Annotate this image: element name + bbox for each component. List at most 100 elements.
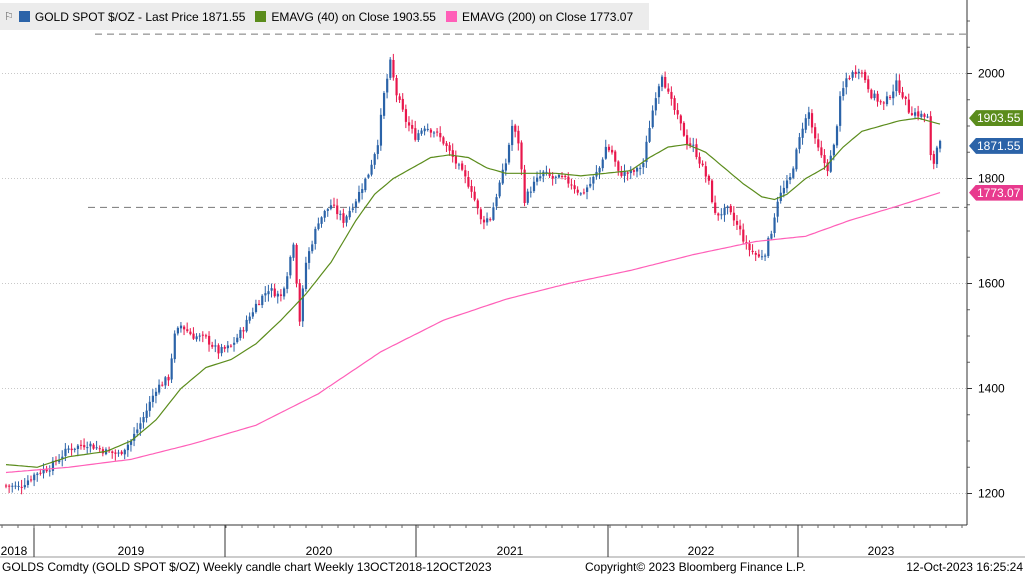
candle-body — [670, 91, 673, 99]
legend-item-ema40[interactable]: EMAVG (40) on Close 1903.55 — [255, 10, 436, 24]
candle-body — [123, 449, 126, 455]
candle-body — [423, 128, 426, 132]
candle-body — [648, 127, 651, 142]
candle-body — [201, 334, 204, 336]
candle-body — [304, 262, 308, 290]
candle-body — [457, 164, 461, 166]
candle-body — [901, 92, 904, 98]
candle-body — [582, 192, 586, 194]
candle-body — [192, 333, 195, 339]
candle-body — [117, 452, 120, 454]
candle-body — [111, 451, 114, 453]
legend-item-gold-spot[interactable]: GOLD SPOT $/OZ - Last Price 1871.55 — [18, 10, 245, 24]
candle-body — [767, 238, 770, 256]
candle-body — [314, 228, 317, 244]
candle-body — [676, 110, 679, 115]
candle-body — [145, 410, 148, 418]
candle-body — [482, 219, 486, 223]
candle-body — [501, 169, 504, 184]
candle-body — [239, 329, 242, 339]
candle-body — [842, 88, 845, 97]
candle-body — [682, 122, 686, 136]
candle-body — [370, 164, 373, 175]
candle-body — [489, 219, 492, 221]
candle-body — [810, 113, 814, 128]
candle-body — [895, 80, 898, 92]
candle-body — [392, 59, 395, 78]
candle-body — [29, 479, 33, 481]
candle-body — [14, 485, 17, 487]
candle-body — [186, 329, 189, 332]
candle-body — [698, 156, 701, 164]
candle-body — [492, 207, 495, 220]
candle-body — [935, 147, 939, 165]
candle-body — [245, 319, 248, 332]
candle-body — [148, 401, 151, 411]
candle-body — [664, 76, 667, 88]
candle-body — [345, 216, 348, 223]
candle-body — [564, 175, 567, 177]
candle-body — [495, 197, 498, 207]
candle-body — [639, 167, 642, 169]
candle-body — [910, 113, 914, 116]
candle-body — [236, 337, 239, 343]
legend-item-ema200[interactable]: EMAVG (200) on Close 1773.07 — [445, 10, 633, 24]
candle-body — [707, 175, 711, 181]
candle-body — [442, 137, 445, 144]
candle-body — [864, 71, 867, 81]
candle-body — [264, 293, 267, 296]
candle-body — [536, 177, 539, 182]
candle-body — [757, 254, 761, 257]
candle-body — [642, 162, 645, 168]
candle-body — [445, 143, 448, 146]
candle-body — [142, 417, 145, 423]
flag-icon[interactable]: ⚐ — [4, 11, 14, 23]
candle-body — [923, 114, 926, 117]
candle-body — [467, 177, 470, 187]
chart-footer: GOLDS Comdty (GOLD SPOT $/OZ) Weekly can… — [0, 560, 1025, 577]
y-tick-label: 1200 — [978, 487, 1005, 501]
candle-body — [526, 191, 529, 203]
candle-body — [454, 156, 458, 164]
candle-body — [267, 291, 270, 295]
candle-body — [532, 181, 536, 192]
candle-body — [226, 345, 229, 349]
legend-swatch — [18, 11, 30, 22]
candle-body — [523, 169, 526, 203]
candle-body — [817, 139, 820, 148]
candle-body — [283, 288, 286, 297]
candle-body — [798, 137, 801, 150]
candle-body — [357, 191, 361, 202]
y-tick-label: 1800 — [978, 172, 1005, 186]
candle-body — [439, 132, 442, 138]
candle-body — [295, 244, 298, 284]
candle-body — [835, 126, 839, 146]
candle-body — [832, 144, 835, 156]
candle-body — [23, 485, 26, 488]
candle-body — [539, 176, 542, 179]
candle-body — [382, 92, 386, 116]
candle-body — [782, 187, 786, 194]
candle-body — [820, 147, 823, 156]
candle-body — [486, 218, 489, 223]
candle-body — [289, 257, 292, 276]
candle-body — [133, 433, 136, 441]
x-tick-label: 2019 — [118, 544, 145, 558]
candle-body — [839, 96, 842, 126]
candle-body — [717, 213, 720, 216]
candle-body — [139, 423, 142, 430]
candle-body — [95, 447, 98, 449]
candle-body — [823, 155, 826, 164]
candle-body — [64, 448, 67, 456]
x-tick-label: 2021 — [497, 544, 524, 558]
candle-body — [73, 448, 76, 450]
candle-body — [479, 209, 483, 220]
candle-body — [476, 200, 479, 209]
candle-body — [164, 377, 167, 386]
candle-body — [248, 316, 251, 321]
moving-average-lines — [5, 117, 941, 474]
reference-lines — [88, 33, 967, 208]
candle-body — [623, 171, 626, 176]
candle-body — [586, 187, 589, 192]
candle-body — [136, 429, 139, 433]
